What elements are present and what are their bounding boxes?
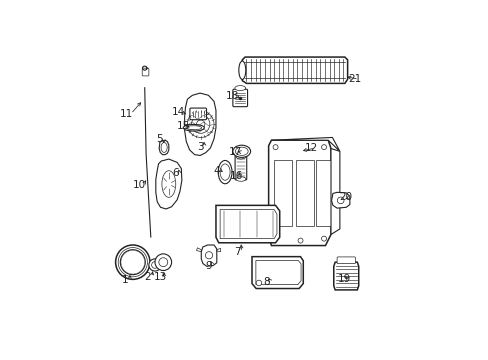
Text: 3: 3 [197,142,203,152]
Polygon shape [331,192,349,208]
Circle shape [159,258,167,267]
Circle shape [191,115,209,133]
FancyBboxPatch shape [142,68,148,76]
Circle shape [129,258,137,266]
Circle shape [205,252,212,259]
Text: 2: 2 [144,273,150,283]
FancyBboxPatch shape [296,159,314,226]
Circle shape [148,259,161,271]
Polygon shape [330,149,339,234]
Ellipse shape [161,143,167,152]
Circle shape [321,236,326,241]
FancyBboxPatch shape [235,156,246,180]
Text: 20: 20 [339,192,352,202]
FancyBboxPatch shape [189,108,206,120]
Ellipse shape [235,147,247,156]
Ellipse shape [220,164,230,180]
Ellipse shape [232,145,250,157]
Ellipse shape [235,177,245,181]
Text: 1: 1 [122,275,128,285]
Ellipse shape [238,61,245,80]
Circle shape [272,236,278,241]
Text: 17: 17 [228,147,242,157]
Polygon shape [268,140,330,246]
Polygon shape [333,262,358,290]
Text: 4: 4 [213,166,220,176]
Circle shape [297,238,303,243]
Circle shape [126,256,139,269]
Polygon shape [251,257,303,288]
Circle shape [115,245,150,279]
Circle shape [256,280,261,286]
Ellipse shape [183,125,204,131]
Circle shape [151,262,158,268]
Text: 14: 14 [171,108,184,117]
FancyBboxPatch shape [315,159,330,226]
FancyBboxPatch shape [336,257,355,264]
Polygon shape [216,205,279,243]
Circle shape [187,111,214,138]
Ellipse shape [235,153,245,159]
Text: 16: 16 [229,171,243,181]
Text: 18: 18 [225,91,239,102]
Ellipse shape [218,161,232,184]
Circle shape [121,250,144,274]
Polygon shape [242,57,347,84]
FancyBboxPatch shape [274,159,292,226]
Circle shape [337,197,344,204]
Polygon shape [201,245,216,266]
Text: 5: 5 [156,134,163,144]
Text: 10: 10 [132,180,145,190]
Text: 9: 9 [205,261,211,270]
Text: 7: 7 [234,247,240,257]
Text: 12: 12 [304,143,317,153]
Text: 11: 11 [120,109,133,119]
Circle shape [124,254,141,271]
Text: 6: 6 [172,168,178,179]
Text: 15: 15 [177,121,190,131]
Circle shape [118,248,147,277]
Circle shape [122,252,142,272]
Circle shape [155,254,171,270]
Text: 8: 8 [263,276,269,287]
Text: 13: 13 [154,273,167,283]
Ellipse shape [162,171,175,197]
FancyBboxPatch shape [232,89,247,107]
Circle shape [321,145,326,150]
Circle shape [120,250,145,275]
Text: 21: 21 [347,74,361,84]
Text: 19: 19 [337,274,350,284]
Circle shape [196,120,204,128]
Circle shape [272,145,278,150]
Circle shape [127,257,138,267]
Ellipse shape [234,86,245,91]
Polygon shape [271,138,339,151]
Ellipse shape [185,126,201,130]
